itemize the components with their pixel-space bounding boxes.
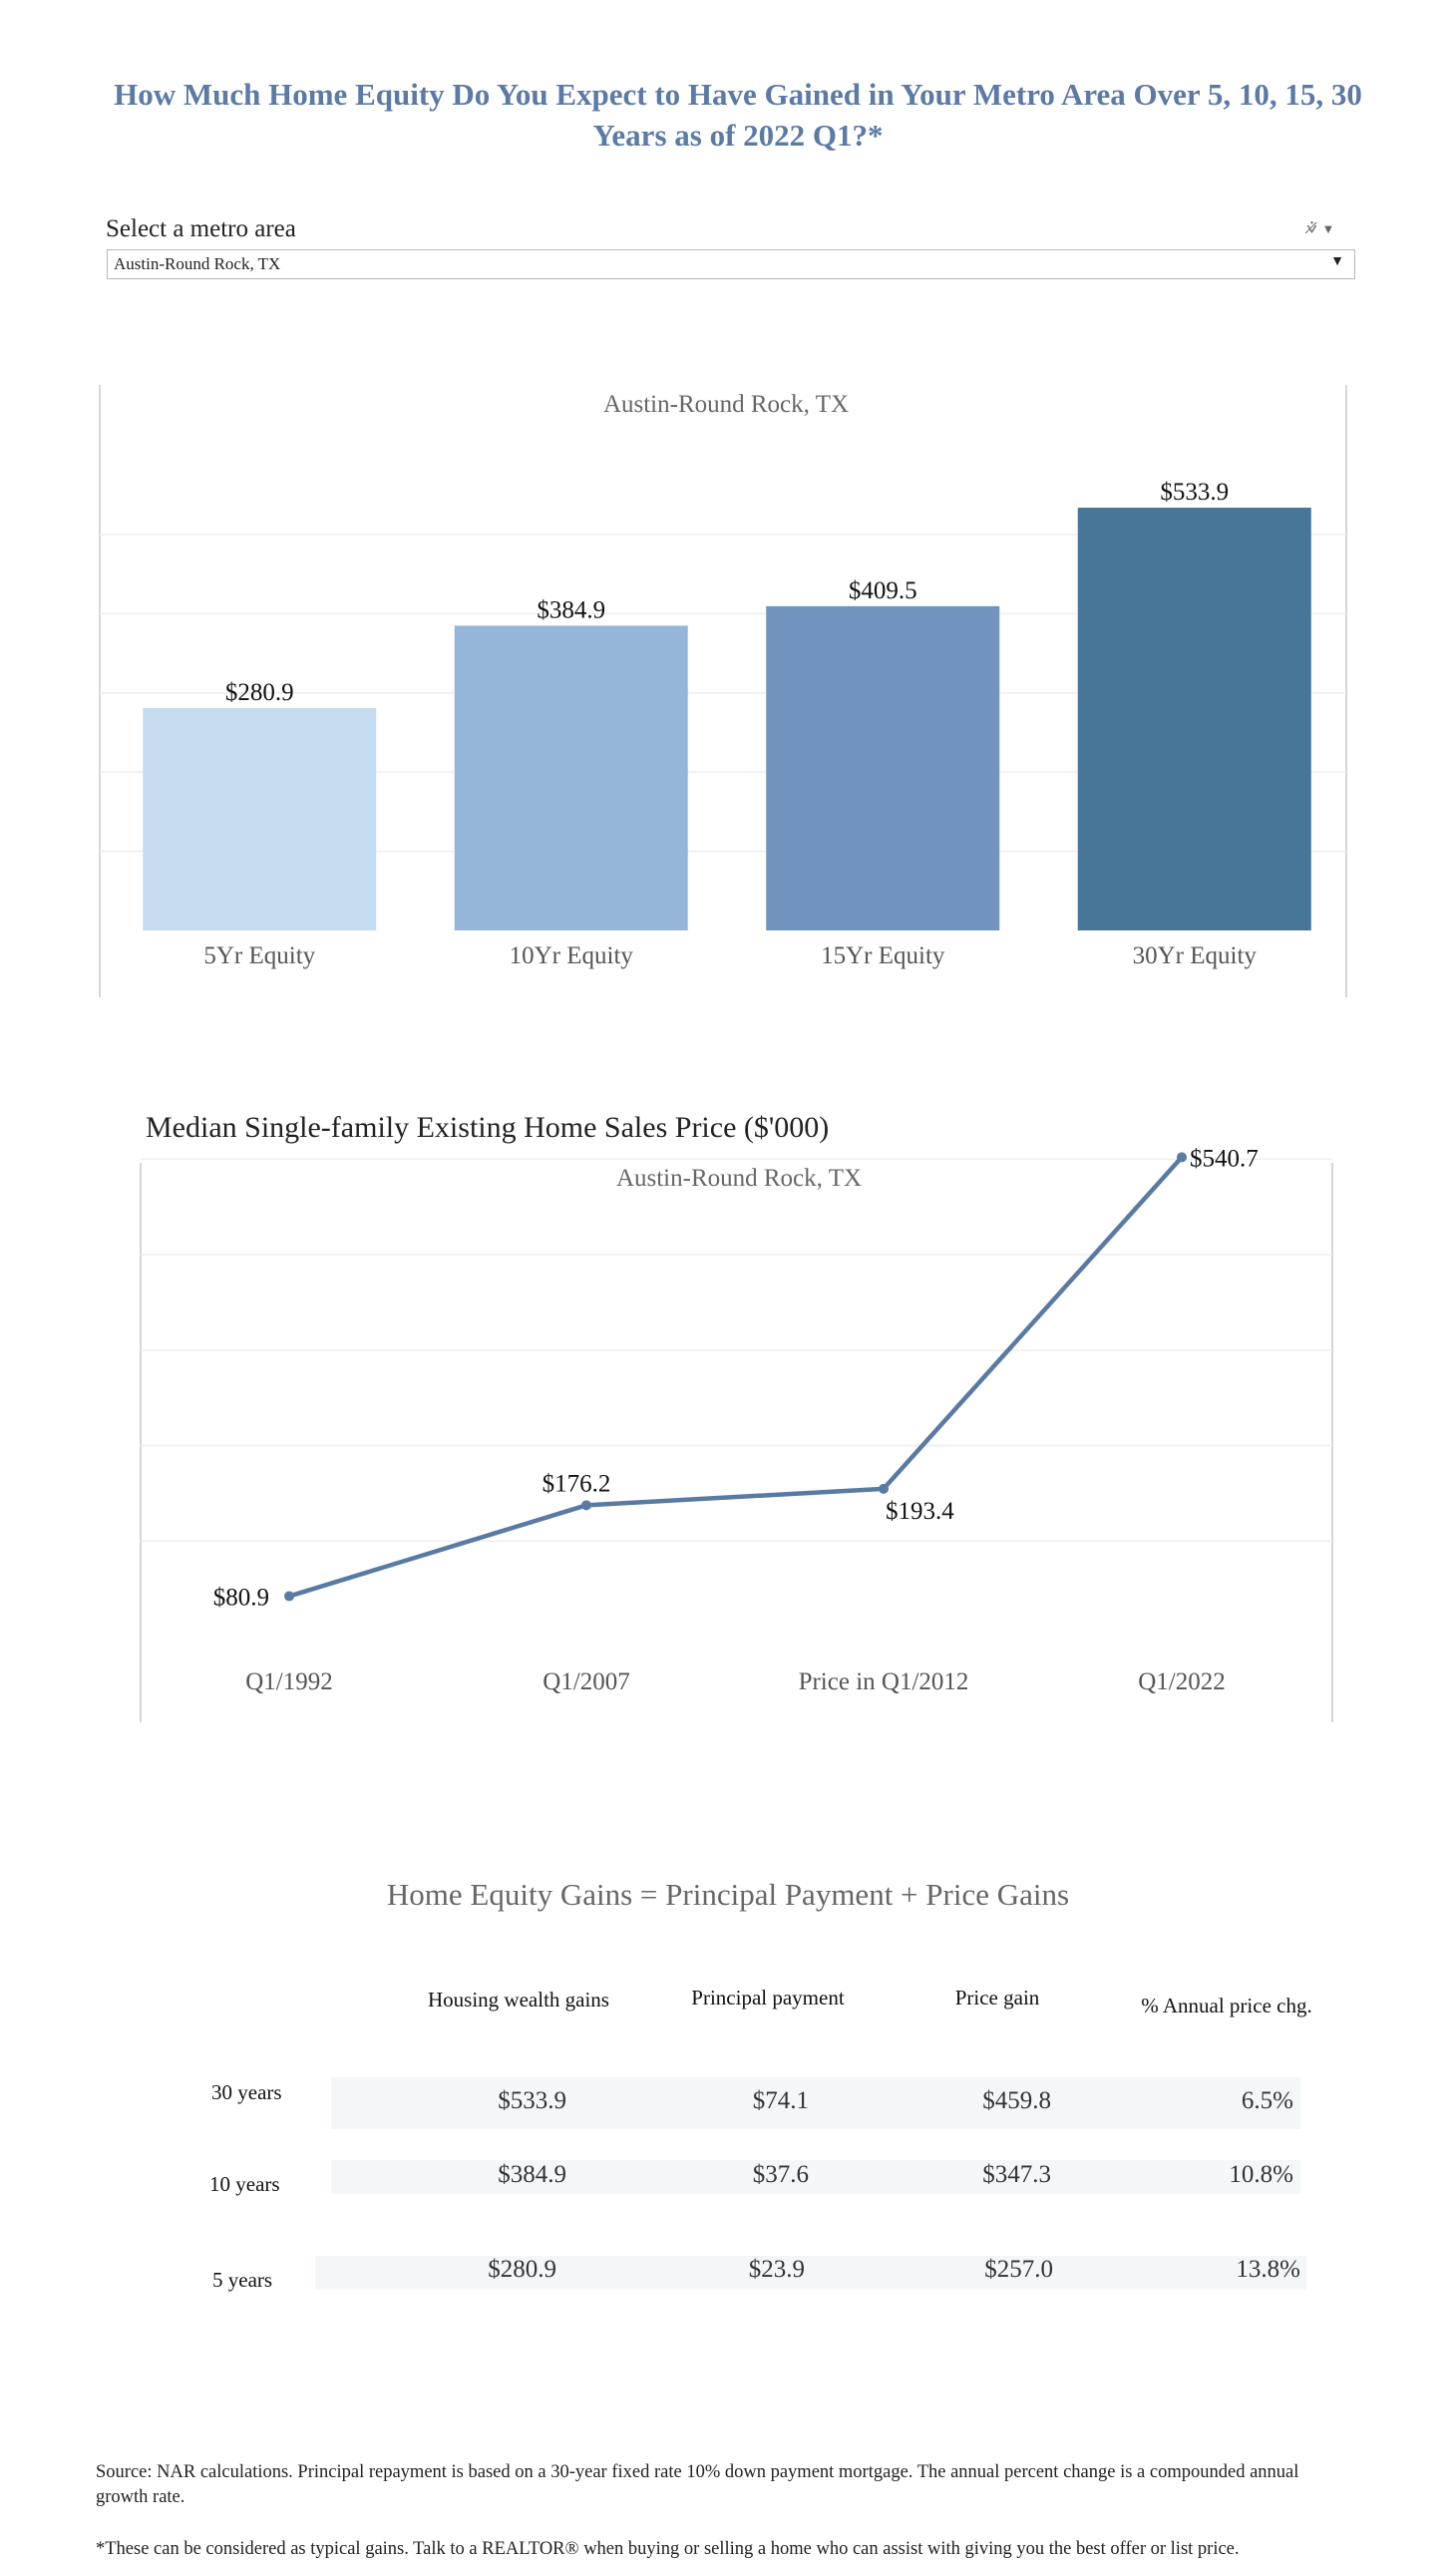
line-chart-heading: Median Single-family Existing Home Sales…	[146, 1111, 829, 1144]
point-value-label: $80.9	[213, 1585, 269, 1612]
filter-controls: ⩒̷ ▼	[1306, 217, 1334, 238]
column-header: Price gain	[954, 1986, 1040, 2010]
table-cell: $257.0	[984, 2256, 1053, 2283]
line-chart-gridlines	[141, 1158, 1332, 1543]
price-line-chart: Median Single-family Existing Home Sales…	[140, 1111, 1333, 1722]
table-cell: $533.9	[498, 2087, 566, 2114]
bar[interactable]	[143, 707, 377, 930]
dropdown-caret-icon[interactable]: ▼	[1321, 221, 1335, 236]
table-cell: 10.8%	[1229, 2161, 1293, 2188]
price-series-line	[288, 1155, 1184, 1599]
x-tick-label: Q1/1992	[245, 1668, 333, 1695]
disclaimer-footnote: *These can be considered as typical gain…	[96, 2539, 1240, 2559]
data-point[interactable]	[879, 1483, 889, 1494]
x-tick-label: 15Yr Equity	[821, 942, 945, 969]
data-point[interactable]	[581, 1500, 591, 1511]
table-row	[315, 2256, 1306, 2290]
table-cell: 13.8%	[1236, 2256, 1300, 2283]
table-cell: $23.9	[748, 2256, 805, 2283]
x-tick-label: 5Yr Equity	[203, 942, 315, 969]
row-label: 5 years	[212, 2268, 273, 2292]
equity-bar-chart: Austin-Round Rock, TX $280.9 5Yr Equity $3…	[99, 385, 1347, 997]
bar-chart-title: Austin-Round Rock, TX	[603, 391, 849, 418]
column-header: % Annual price chg.	[1141, 1994, 1312, 2017]
line-chart-marks: $80.9 Q1/1992 $176.2 Q1/2007 $193.4 Price in …	[213, 1145, 1259, 1695]
table-row	[331, 2077, 1300, 2129]
line-chart-title: Austin-Round Rock, TX	[616, 1165, 862, 1192]
bar-value-label: $280.9	[225, 679, 294, 706]
column-header: Housing wealth gains	[428, 1988, 609, 2012]
table-cell: $384.9	[498, 2161, 566, 2188]
row-label: 30 years	[211, 2080, 282, 2104]
bar-value-label: $533.9	[1160, 479, 1229, 506]
metro-filter-label: Select a metro area	[106, 215, 296, 242]
bar-value-label: $384.9	[537, 596, 605, 623]
x-tick-label: Price in Q1/2012	[799, 1668, 969, 1695]
bar[interactable]	[1077, 508, 1311, 930]
point-value-label: $540.7	[1190, 1145, 1259, 1172]
table-cell: $347.3	[982, 2161, 1051, 2188]
table-row	[331, 2160, 1300, 2194]
bar[interactable]	[766, 605, 1000, 930]
chevron-down-icon[interactable]: ▼	[1330, 254, 1344, 269]
bar-chart-marks: $280.9 5Yr Equity $384.9 10Yr Equity $409.5 1…	[143, 479, 1311, 969]
column-header: Principal payment	[691, 1986, 845, 2010]
metro-area-select[interactable]: Austin-Round Rock, TX ▼	[107, 249, 1355, 279]
data-point[interactable]	[1177, 1152, 1187, 1163]
row-label: 10 years	[209, 2172, 280, 2196]
metro-area-selected-value: Austin-Round Rock, TX	[114, 254, 281, 273]
bar[interactable]	[454, 625, 688, 930]
source-footnote: Source: NAR calculations. Principal repa…	[96, 2462, 1299, 2507]
table-cell: 6.5%	[1241, 2087, 1293, 2114]
page-title: How Much Home Equity Do You Expect to Ha…	[114, 77, 1362, 153]
table-cell: $74.1	[752, 2087, 809, 2114]
data-point[interactable]	[284, 1591, 294, 1602]
x-tick-label: 30Yr Equity	[1133, 942, 1258, 969]
x-tick-label: Q1/2007	[543, 1668, 630, 1695]
x-tick-label: Q1/2022	[1138, 1668, 1226, 1695]
table-cell: $37.6	[752, 2161, 809, 2188]
clear-filter-icon[interactable]: ⩒̷	[1306, 217, 1317, 237]
x-tick-label: 10Yr Equity	[510, 942, 634, 969]
bar-value-label: $409.5	[849, 577, 917, 604]
equity-table-title: Home Equity Gains = Principal Payment + …	[386, 1877, 1070, 1912]
table-cell: $280.9	[488, 2256, 556, 2283]
point-value-label: $193.4	[886, 1498, 954, 1525]
table-cell: $459.8	[982, 2087, 1051, 2114]
point-value-label: $176.2	[543, 1470, 611, 1497]
